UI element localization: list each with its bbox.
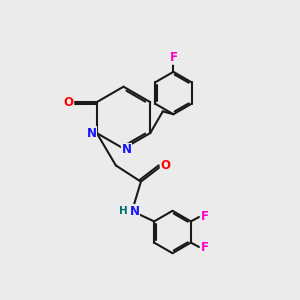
Text: N: N	[86, 127, 96, 140]
Text: N: N	[122, 143, 131, 157]
Text: F: F	[200, 211, 208, 224]
Text: O: O	[63, 96, 73, 109]
Text: F: F	[169, 51, 177, 64]
Text: O: O	[160, 159, 170, 172]
Text: H: H	[119, 206, 128, 216]
Text: N: N	[129, 205, 140, 218]
Text: F: F	[200, 241, 208, 254]
Text: O: O	[63, 96, 73, 109]
